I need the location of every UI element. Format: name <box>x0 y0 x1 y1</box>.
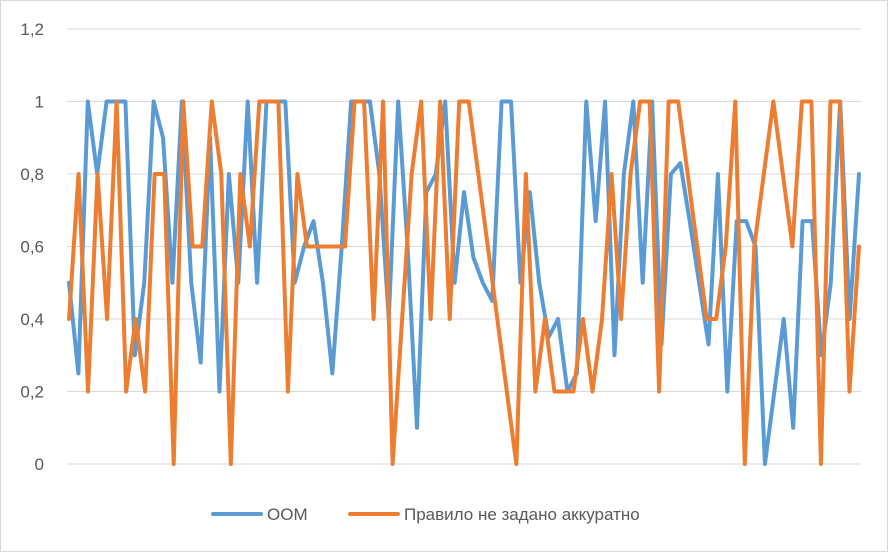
legend-label-2: Правило не задано аккуратно <box>404 505 640 524</box>
y-tick-label: 0 <box>35 455 44 474</box>
legend: ООМ Правило не задано аккуратно <box>213 505 640 524</box>
y-axis: 0 0,2 0,4 0,6 0,8 1 1,2 <box>20 20 44 474</box>
series-lines <box>69 102 859 465</box>
y-tick-label: 0,6 <box>20 238 44 257</box>
y-tick-label: 0,2 <box>20 383 44 402</box>
legend-label-1: ООМ <box>267 505 308 524</box>
y-tick-label: 0,4 <box>20 310 44 329</box>
y-tick-label: 0,8 <box>20 165 44 184</box>
y-tick-label: 1,2 <box>20 20 44 39</box>
y-tick-label: 1 <box>35 93 44 112</box>
series-line-2 <box>69 102 859 465</box>
